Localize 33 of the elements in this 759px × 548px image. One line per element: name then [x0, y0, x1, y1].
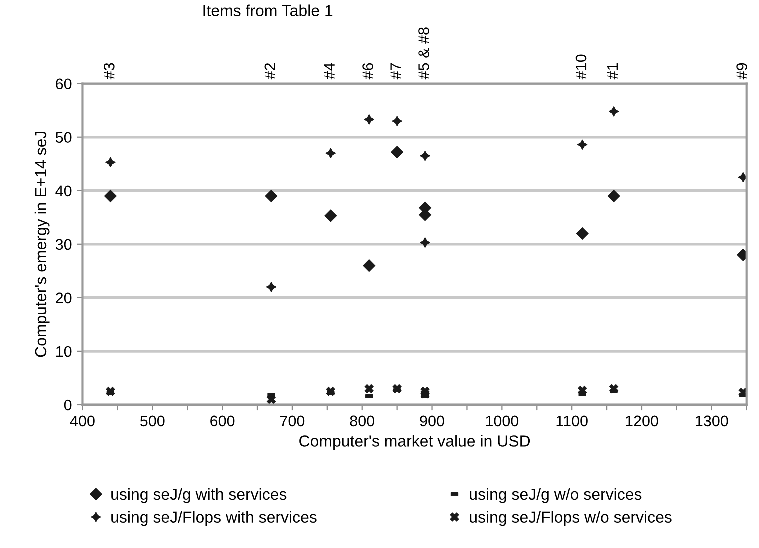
- text: #10: [576, 54, 587, 80]
- x-tick-label: 400: [70, 416, 95, 427]
- text: #5 & #8: [418, 28, 430, 80]
- x-tick-label: 500: [140, 416, 165, 427]
- text: #2: [264, 63, 276, 80]
- text: #1: [607, 63, 618, 80]
- x-tick-label: 700: [280, 416, 305, 427]
- text: Items from Table 1: [204, 4, 333, 16]
- x-tick-label: 1300: [696, 416, 728, 427]
- x-tick-label: 1000: [486, 416, 519, 427]
- x-tick-label: 800: [350, 416, 375, 427]
- x-axis-title: Computer's market value in USD: [300, 435, 530, 450]
- legend-label: using seJ/g with services: [112, 488, 287, 504]
- y-tick-label: 20: [56, 292, 72, 304]
- x-tick-label: 900: [420, 416, 444, 427]
- legend-label: using seJ/Flops with services: [112, 511, 317, 526]
- text: #7: [390, 63, 402, 80]
- y-tick-label: 30: [56, 239, 72, 250]
- x-tick-label: 600: [210, 416, 235, 427]
- x-tick-label: 1100: [556, 416, 588, 427]
- y-tick-label: 10: [56, 346, 72, 358]
- y-tick-label: 50: [56, 132, 72, 144]
- legend-label: using seJ/g w/o services: [470, 488, 642, 504]
- y-tick-label: 60: [56, 78, 72, 90]
- legend-label: using seJ/Flops w/o services: [470, 511, 672, 526]
- text: #3: [104, 63, 115, 80]
- text: #6: [362, 63, 374, 80]
- text: #4: [324, 63, 335, 80]
- text: #9: [736, 63, 748, 80]
- y-tick-label: 0: [64, 400, 72, 411]
- y-axis-title: Computer's emergy in E+14 seJ: [34, 132, 50, 358]
- y-tick-label: 40: [56, 186, 72, 197]
- x-tick-label: 1200: [626, 416, 658, 427]
